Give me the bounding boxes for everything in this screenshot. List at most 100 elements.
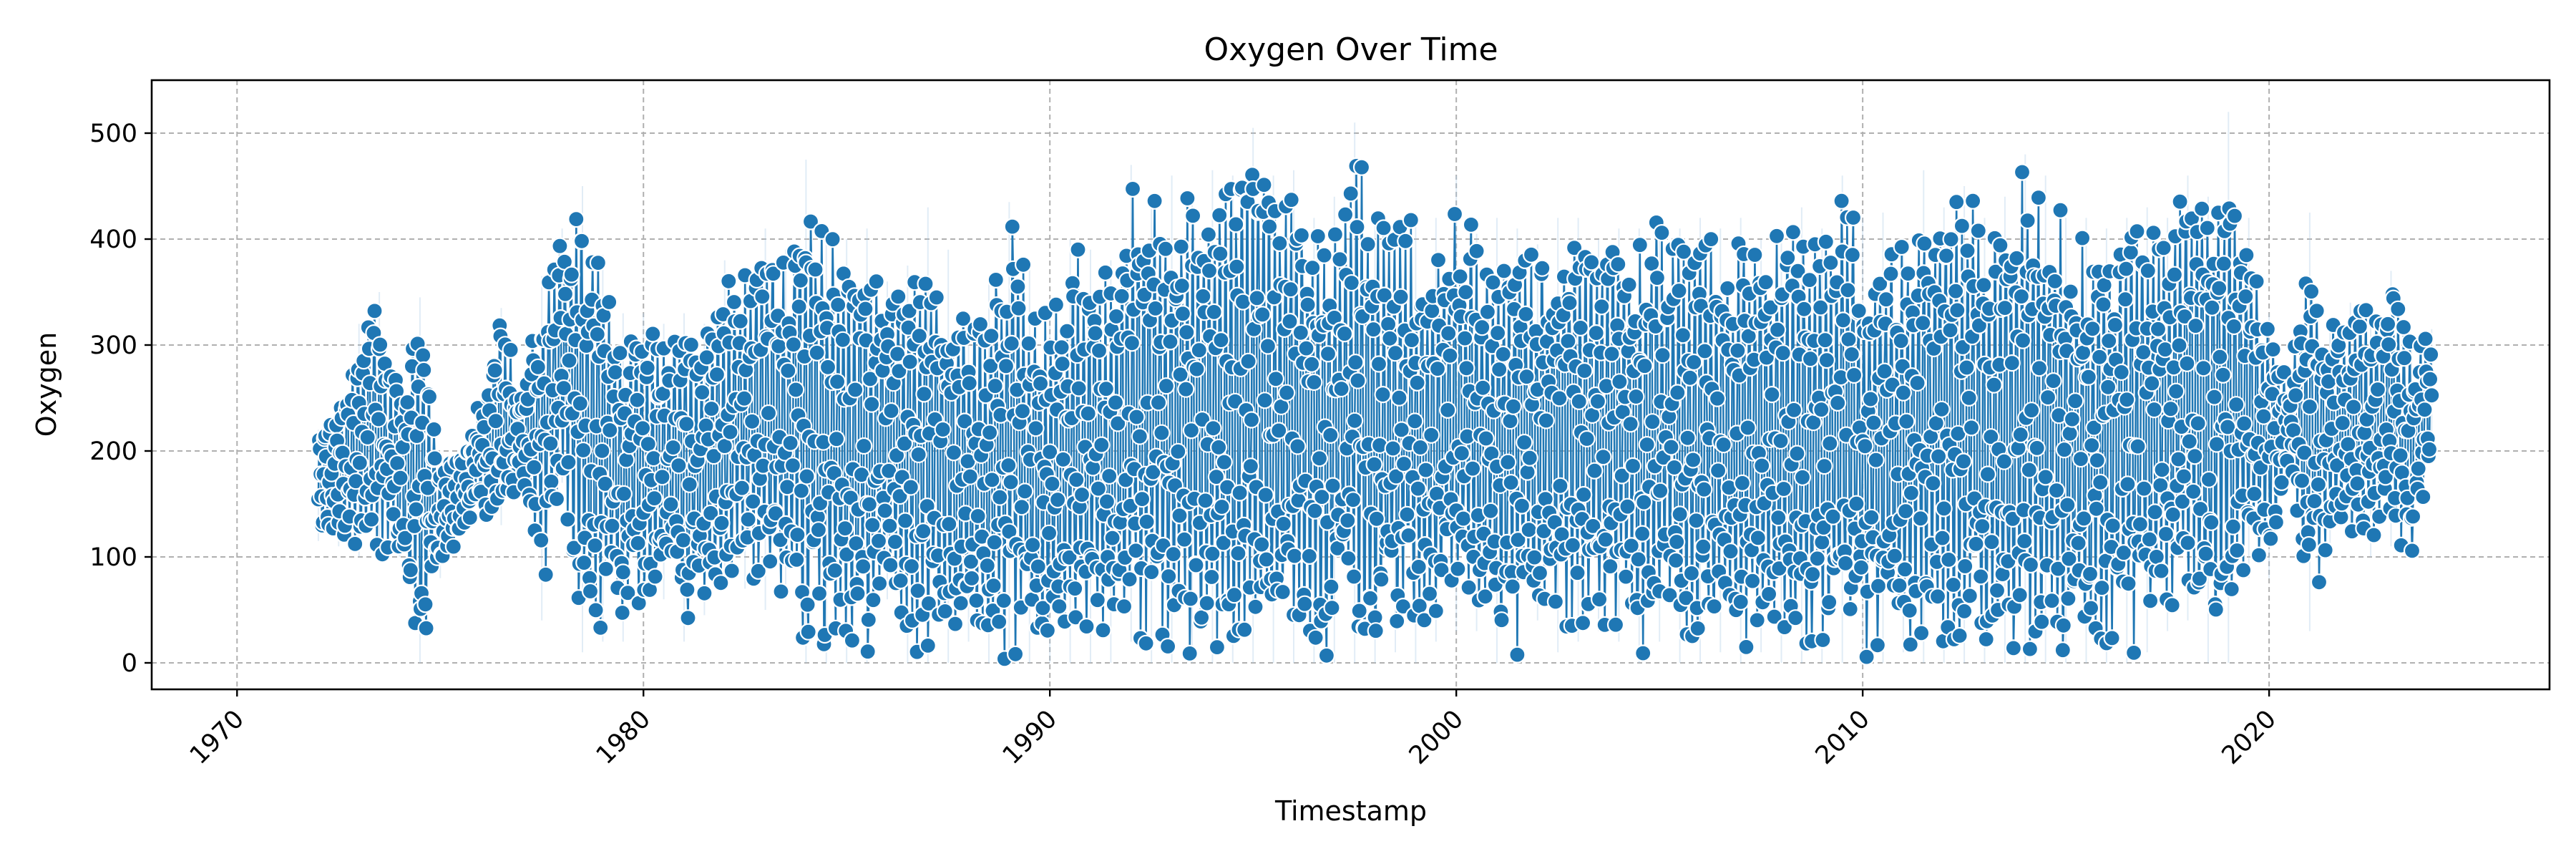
data-point bbox=[2197, 545, 2215, 563]
data-point bbox=[1313, 487, 1331, 506]
data-point bbox=[1113, 287, 1131, 305]
data-point bbox=[1477, 430, 1495, 447]
data-point bbox=[909, 582, 927, 600]
data-point bbox=[1845, 366, 1863, 384]
data-point bbox=[810, 584, 829, 603]
data-point bbox=[789, 525, 806, 544]
data-point bbox=[2202, 513, 2220, 531]
data-point bbox=[1840, 331, 1858, 349]
data-point bbox=[1763, 385, 1781, 404]
data-point bbox=[2416, 401, 2434, 419]
data-point bbox=[1975, 276, 1993, 294]
chart-title: Oxygen Over Time bbox=[1204, 31, 1498, 68]
data-point bbox=[2063, 410, 2081, 428]
data-point bbox=[1282, 281, 1299, 299]
data-point bbox=[2357, 301, 2375, 319]
data-point bbox=[1454, 510, 1473, 528]
data-point bbox=[1429, 251, 1448, 269]
data-point bbox=[417, 619, 435, 637]
data-point bbox=[2054, 641, 2072, 659]
data-point bbox=[2258, 320, 2276, 338]
data-point bbox=[915, 385, 933, 403]
data-point bbox=[1212, 331, 1230, 349]
data-point bbox=[1914, 314, 1932, 332]
data-point bbox=[613, 603, 631, 622]
data-point bbox=[2203, 299, 2221, 316]
data-point bbox=[788, 550, 806, 569]
data-point bbox=[680, 475, 698, 493]
data-point bbox=[779, 361, 797, 380]
data-points-layer bbox=[309, 157, 2441, 668]
data-point bbox=[1687, 512, 1705, 530]
data-point bbox=[1979, 465, 1996, 483]
data-point bbox=[1367, 510, 1385, 528]
data-point bbox=[1346, 412, 1364, 430]
data-point bbox=[1593, 298, 1611, 316]
data-point bbox=[1282, 191, 1300, 209]
data-point bbox=[415, 361, 433, 379]
data-point bbox=[351, 454, 369, 472]
data-point bbox=[2238, 246, 2255, 264]
data-point bbox=[1493, 611, 1511, 629]
data-point bbox=[2186, 447, 2204, 465]
data-point bbox=[1440, 324, 1458, 342]
data-point bbox=[806, 261, 824, 278]
data-point bbox=[1149, 394, 1168, 412]
data-point bbox=[2135, 344, 2152, 361]
data-point bbox=[2021, 555, 2040, 574]
data-point bbox=[891, 487, 909, 505]
data-point bbox=[2054, 616, 2072, 634]
data-point bbox=[486, 361, 504, 379]
data-point bbox=[1306, 502, 1324, 520]
data-point bbox=[2008, 249, 2026, 267]
data-point bbox=[1192, 608, 1211, 626]
data-point bbox=[1208, 638, 1226, 656]
data-point bbox=[1256, 392, 1274, 409]
data-point bbox=[1566, 239, 1584, 257]
data-point bbox=[919, 636, 937, 655]
data-point bbox=[2093, 578, 2111, 597]
x-tick-label: 2020 bbox=[2217, 705, 2282, 770]
data-point bbox=[559, 510, 577, 528]
data-point bbox=[2255, 407, 2273, 425]
data-point bbox=[2061, 424, 2079, 442]
data-point bbox=[384, 505, 402, 523]
data-point bbox=[1551, 477, 1569, 495]
data-point bbox=[1335, 325, 1354, 343]
data-point bbox=[2250, 546, 2268, 564]
data-point bbox=[1101, 467, 1118, 485]
data-point bbox=[2152, 562, 2170, 580]
data-point bbox=[2200, 470, 2218, 489]
data-point bbox=[2420, 440, 2439, 458]
data-point bbox=[638, 359, 656, 377]
data-point bbox=[2170, 336, 2188, 354]
data-point bbox=[1812, 299, 1830, 316]
data-point bbox=[664, 438, 682, 457]
data-point bbox=[1589, 392, 1606, 410]
data-point bbox=[1103, 529, 1121, 547]
data-point bbox=[1297, 339, 1315, 357]
data-point bbox=[1503, 578, 1521, 596]
data-point bbox=[1370, 355, 1388, 373]
data-point bbox=[764, 265, 782, 283]
data-point bbox=[2267, 513, 2285, 531]
data-point bbox=[962, 569, 981, 588]
data-point bbox=[1858, 648, 1875, 666]
data-point bbox=[2422, 346, 2440, 364]
data-point bbox=[662, 495, 680, 513]
data-point bbox=[1578, 430, 1596, 448]
data-point bbox=[2003, 354, 2021, 372]
data-point bbox=[1863, 508, 1880, 526]
data-point bbox=[1029, 558, 1047, 576]
data-point bbox=[1670, 282, 1688, 300]
data-point bbox=[1146, 192, 1163, 210]
data-point bbox=[601, 421, 619, 440]
data-point bbox=[1942, 230, 1960, 248]
data-point bbox=[1300, 547, 1318, 566]
data-point bbox=[1340, 549, 1357, 568]
data-point bbox=[1522, 246, 1541, 263]
data-point bbox=[1970, 316, 1988, 334]
data-point bbox=[2309, 475, 2327, 494]
data-point bbox=[2173, 492, 2191, 510]
data-point bbox=[1576, 361, 1594, 380]
